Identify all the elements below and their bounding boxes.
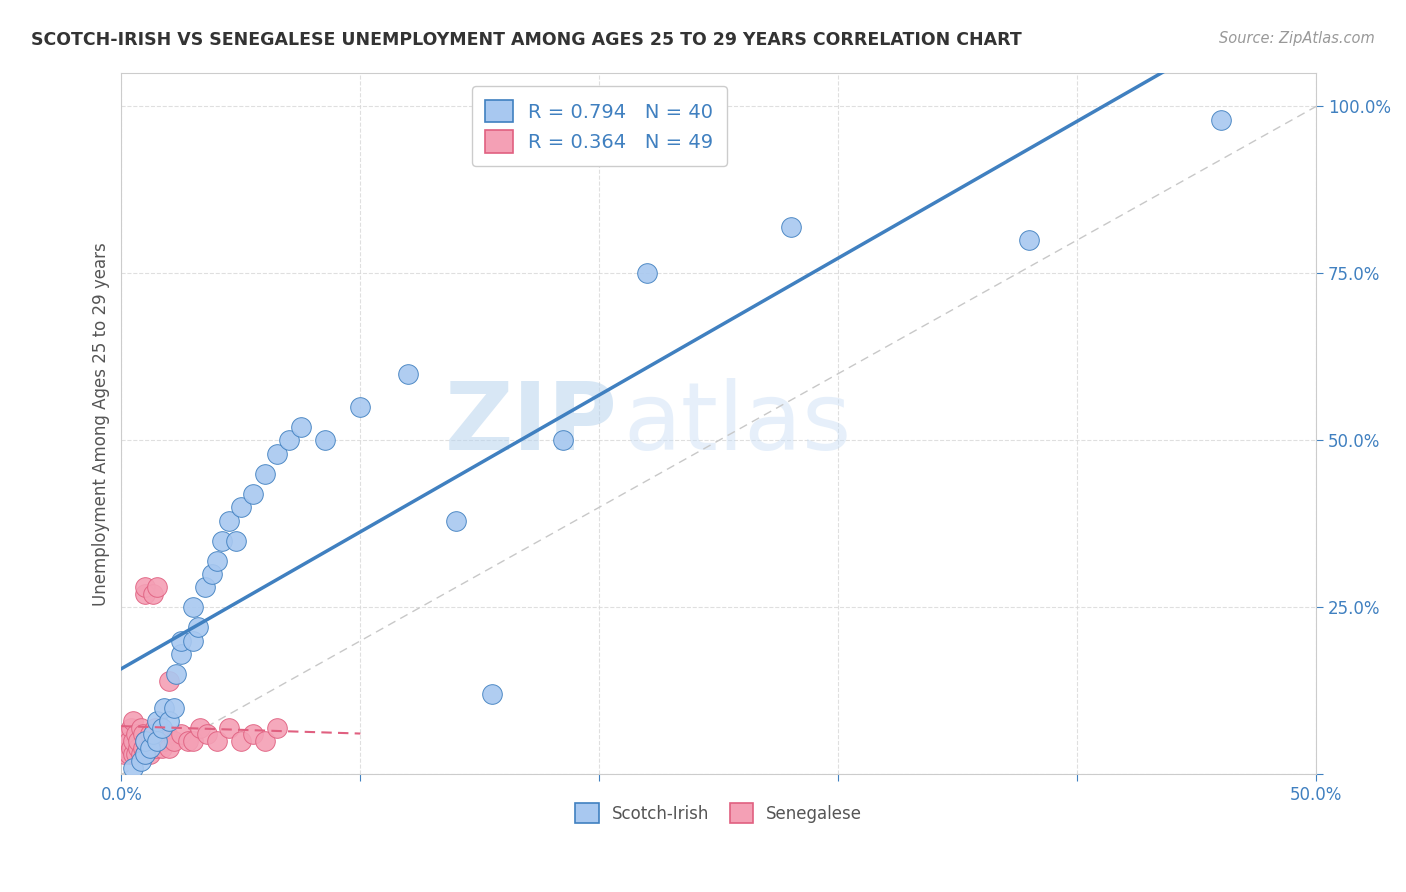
- Point: [120, 740, 142, 755]
- Text: SCOTCH-IRISH VS SENEGALESE UNEMPLOYMENT AMONG AGES 25 TO 29 YEARS CORRELATION CH: SCOTCH-IRISH VS SENEGALESE UNEMPLOYMENT …: [31, 31, 1022, 49]
- Point: [141, 587, 163, 601]
- Point: [157, 740, 180, 755]
- Point: [163, 734, 186, 748]
- Point: [253, 467, 276, 481]
- Point: [134, 747, 156, 762]
- Point: [146, 734, 169, 748]
- Legend: Scotch-Irish, Senegalese: Scotch-Irish, Senegalese: [569, 797, 869, 830]
- Point: [396, 367, 419, 381]
- Point: [122, 714, 145, 728]
- Point: [150, 740, 173, 755]
- Point: [1209, 112, 1232, 127]
- Point: [143, 734, 166, 748]
- Point: [290, 420, 312, 434]
- Point: [553, 434, 575, 448]
- Point: [134, 587, 156, 601]
- Point: [165, 667, 187, 681]
- Point: [188, 721, 211, 735]
- Point: [181, 734, 204, 748]
- Point: [779, 219, 801, 234]
- Point: [181, 600, 204, 615]
- Point: [636, 267, 658, 281]
- Point: [127, 740, 149, 755]
- Point: [146, 581, 169, 595]
- Point: [129, 747, 152, 762]
- Point: [266, 447, 288, 461]
- Point: [314, 434, 336, 448]
- Point: [115, 727, 138, 741]
- Point: [139, 740, 162, 755]
- Point: [134, 734, 156, 748]
- Point: [141, 727, 163, 741]
- Point: [122, 747, 145, 762]
- Point: [157, 673, 180, 688]
- Point: [134, 747, 156, 762]
- Point: [134, 734, 156, 748]
- Point: [266, 721, 288, 735]
- Point: [201, 567, 224, 582]
- Point: [153, 734, 176, 748]
- Point: [253, 734, 276, 748]
- Point: [211, 533, 233, 548]
- Point: [481, 687, 503, 701]
- Point: [134, 581, 156, 595]
- Point: [120, 721, 142, 735]
- Point: [177, 734, 200, 748]
- Point: [125, 727, 148, 741]
- Point: [444, 514, 467, 528]
- Point: [170, 633, 193, 648]
- Point: [218, 514, 240, 528]
- Point: [115, 740, 138, 755]
- Point: [156, 727, 179, 741]
- Point: [125, 747, 148, 762]
- Point: [157, 714, 180, 728]
- Point: [139, 727, 162, 741]
- Text: Source: ZipAtlas.com: Source: ZipAtlas.com: [1219, 31, 1375, 46]
- Text: ZIP: ZIP: [444, 377, 617, 470]
- Point: [170, 647, 193, 661]
- Point: [277, 434, 299, 448]
- Point: [181, 633, 204, 648]
- Point: [136, 740, 159, 755]
- Point: [129, 721, 152, 735]
- Point: [122, 761, 145, 775]
- Point: [143, 721, 166, 735]
- Point: [117, 734, 139, 748]
- Point: [127, 734, 149, 748]
- Point: [229, 500, 252, 515]
- Point: [117, 747, 139, 762]
- Point: [242, 487, 264, 501]
- Point: [132, 727, 155, 741]
- Point: [146, 714, 169, 728]
- Point: [242, 727, 264, 741]
- Point: [146, 740, 169, 755]
- Point: [129, 754, 152, 768]
- Point: [197, 727, 219, 741]
- Point: [349, 400, 371, 414]
- Point: [187, 620, 209, 634]
- Point: [163, 700, 186, 714]
- Text: atlas: atlas: [623, 377, 852, 470]
- Point: [205, 734, 228, 748]
- Point: [149, 727, 172, 741]
- Point: [150, 721, 173, 735]
- Point: [205, 554, 228, 568]
- Point: [112, 747, 135, 762]
- Point: [139, 747, 162, 762]
- Point: [170, 727, 193, 741]
- Point: [229, 734, 252, 748]
- Point: [122, 734, 145, 748]
- Point: [194, 581, 217, 595]
- Point: [218, 721, 240, 735]
- Point: [225, 533, 247, 548]
- Point: [1018, 233, 1040, 247]
- Point: [153, 700, 176, 714]
- Point: [141, 740, 163, 755]
- Point: [132, 740, 155, 755]
- Y-axis label: Unemployment Among Ages 25 to 29 years: Unemployment Among Ages 25 to 29 years: [93, 242, 110, 606]
